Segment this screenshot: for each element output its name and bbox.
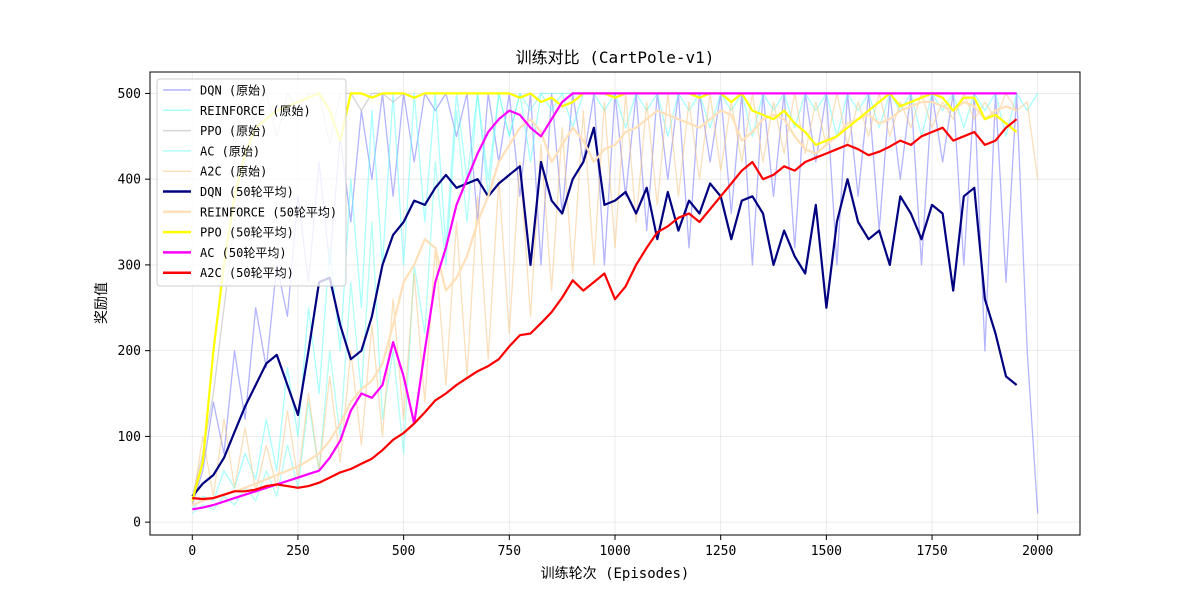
legend-label: REINFORCE (50轮平均) [200,205,337,219]
legend-label: DQN (原始) [200,84,267,98]
legend-label: AC (原始) [200,144,260,158]
legend-label: REINFORCE (原始) [200,104,311,118]
x-tick-label: 0 [188,544,196,559]
y-tick-label: 200 [118,344,141,359]
x-tick-label: 1750 [916,544,947,559]
series-line-a2c-50-avg [192,118,1018,501]
y-tick-label: 400 [118,173,141,188]
chart-title: 训练对比 (CartPole-v1) [516,48,715,67]
y-tick-label: 500 [118,87,141,102]
y-axis-label: 奖励值 [93,282,110,324]
series-line-reinforce-50-avg [191,100,1018,507]
x-tick-label: 1000 [599,544,630,559]
legend: DQN (原始) REINFORCE (原始) PPO (原始) AC (原始) A2C… [156,78,347,287]
legend-label: A2C (50轮平均) [200,266,294,280]
ticks: 0 250 500 750 1000 1250 1500 1750 2000 0 100 200 300… [118,87,1054,559]
legend-label: AC (50轮平均) [200,246,287,260]
legend-label: DQN (50轮平均) [200,185,294,199]
legend-box [156,78,347,287]
legend-label: PPO (原始) [200,124,267,138]
x-tick-label: 1500 [811,544,842,559]
x-tick-label: 500 [392,544,415,559]
x-tick-label: 750 [498,544,521,559]
x-tick-label: 250 [286,544,309,559]
y-tick-label: 0 [133,516,141,531]
x-tick-label: 1250 [705,544,736,559]
x-axis-label: 训练轮次 (Episodes) [541,566,690,582]
legend-label: A2C (原始) [200,165,267,179]
legend-label: PPO (50轮平均) [200,226,294,240]
series-line-ac-50-avg [192,92,1017,511]
y-tick-label: 300 [118,258,141,273]
x-tick-label: 2000 [1022,544,1053,559]
y-tick-label: 100 [118,430,141,445]
